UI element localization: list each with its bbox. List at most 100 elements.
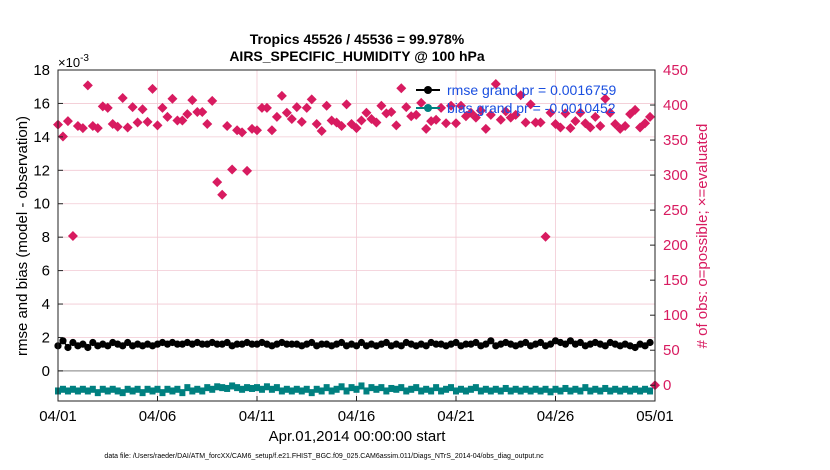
obs-count-marker — [147, 83, 158, 94]
left-y-axis-label: rmse and bias (model - observation) — [14, 116, 31, 356]
bias-point — [308, 389, 315, 397]
x-tick-label: 04/01 — [39, 408, 77, 425]
obs-count-marker — [401, 102, 412, 113]
bias-point — [497, 387, 504, 395]
obs-count-marker — [446, 100, 457, 111]
bias-point — [154, 385, 161, 393]
bias-point — [507, 387, 514, 395]
bias-point — [443, 385, 450, 393]
bias-point — [338, 383, 345, 391]
obs-count-marker — [311, 118, 322, 129]
bias-point — [313, 385, 320, 393]
bias-point — [448, 384, 455, 392]
chart-title-line2: AIRS_SPECIFIC_HUMIDITY @ 100 hPa — [229, 48, 485, 64]
bias-point — [388, 384, 395, 392]
obs-count-marker — [535, 117, 546, 128]
bias-point — [582, 384, 589, 392]
obs-count-marker — [555, 122, 566, 133]
bias-point — [577, 387, 584, 395]
left-y-tick-label: 16 — [33, 95, 50, 112]
x-tick-label: 05/01 — [636, 408, 674, 425]
obs-count-marker — [222, 121, 233, 132]
bias-point — [124, 385, 131, 393]
x-tick-label: 04/11 — [239, 408, 275, 425]
right-y-tick-label: 400 — [663, 97, 688, 114]
right-y-tick-label: 450 — [663, 62, 688, 79]
right-y-tick-label: 100 — [663, 307, 688, 324]
rmse-point — [233, 340, 241, 348]
bias-point — [632, 385, 639, 393]
bias-point — [244, 384, 251, 392]
bias-point — [328, 387, 335, 395]
bias-point — [184, 384, 191, 392]
bias-point — [179, 389, 186, 397]
obs-count-marker — [67, 231, 78, 242]
obs-count-marker — [92, 123, 103, 134]
obs-count-marker — [525, 99, 536, 110]
bias-point — [288, 387, 295, 395]
bias-point — [134, 385, 141, 393]
right-y-tick-label: 0 — [663, 377, 671, 394]
bias-point — [622, 385, 629, 393]
obs-count-marker — [157, 102, 168, 113]
obs-count-marker — [436, 102, 447, 113]
obs-count-marker — [242, 165, 253, 176]
bias-point — [453, 387, 459, 395]
bias-point — [149, 387, 156, 395]
obs-count-marker — [421, 123, 432, 134]
obs-count-marker — [217, 189, 228, 200]
axes-layer: 0 2 4 6 8 10 12 14 16 18 0 50 100 150 200 250 300 350 400 4… — [33, 62, 688, 425]
rmse-point — [59, 337, 67, 345]
obs-count-marker — [187, 95, 198, 106]
obs-count-marker — [266, 125, 277, 136]
bias-point — [472, 384, 479, 392]
bias-point — [64, 387, 71, 395]
rmse-point — [173, 340, 181, 348]
bias-point — [318, 387, 325, 395]
obs-count-marker — [271, 111, 282, 122]
bias-point — [492, 385, 499, 393]
bias-point — [194, 385, 201, 393]
obs-count-marker — [132, 117, 143, 128]
obs-count-marker — [336, 121, 347, 132]
bias-point — [627, 387, 634, 395]
x-axis-label: Apr.01,2014 00:00:00 start — [269, 428, 447, 445]
rmse-point — [318, 340, 326, 348]
bias-point — [263, 383, 270, 391]
obs-count-marker — [640, 118, 651, 129]
bias-point — [89, 385, 96, 393]
bias-point — [428, 387, 435, 395]
bias-point — [199, 387, 206, 395]
obs-count-marker — [281, 107, 292, 118]
bias-point — [542, 385, 549, 393]
obs-count-marker — [276, 90, 287, 101]
x-tick-label: 04/21 — [437, 408, 475, 425]
obs-count-marker — [600, 93, 611, 104]
obs-count-marker — [321, 100, 332, 111]
left-y-tick-label: 2 — [42, 329, 50, 346]
obs-count-marker — [152, 120, 163, 131]
rmse-point — [248, 340, 256, 348]
obs-count-marker — [316, 125, 327, 136]
bias-point — [547, 388, 554, 396]
obs-count-marker — [565, 123, 576, 134]
bias-point — [358, 382, 365, 390]
bias-point — [278, 387, 285, 395]
obs-count-marker — [261, 102, 272, 113]
bias-point — [249, 384, 256, 392]
obs-count-marker — [545, 107, 556, 118]
obs-count-marker — [475, 105, 486, 116]
obs-count-marker — [112, 121, 123, 132]
bias-point — [224, 384, 231, 392]
obs-count-marker — [351, 123, 362, 134]
bias-point — [487, 387, 494, 395]
bias-point — [219, 384, 226, 392]
bias-point — [617, 387, 624, 395]
rmse-point — [213, 340, 221, 348]
bias-point — [522, 385, 529, 393]
bias-point — [109, 385, 116, 393]
bias-point — [174, 385, 181, 393]
bias-point — [343, 387, 350, 395]
obs-count-marker — [167, 93, 178, 104]
rmse-point — [283, 340, 291, 348]
